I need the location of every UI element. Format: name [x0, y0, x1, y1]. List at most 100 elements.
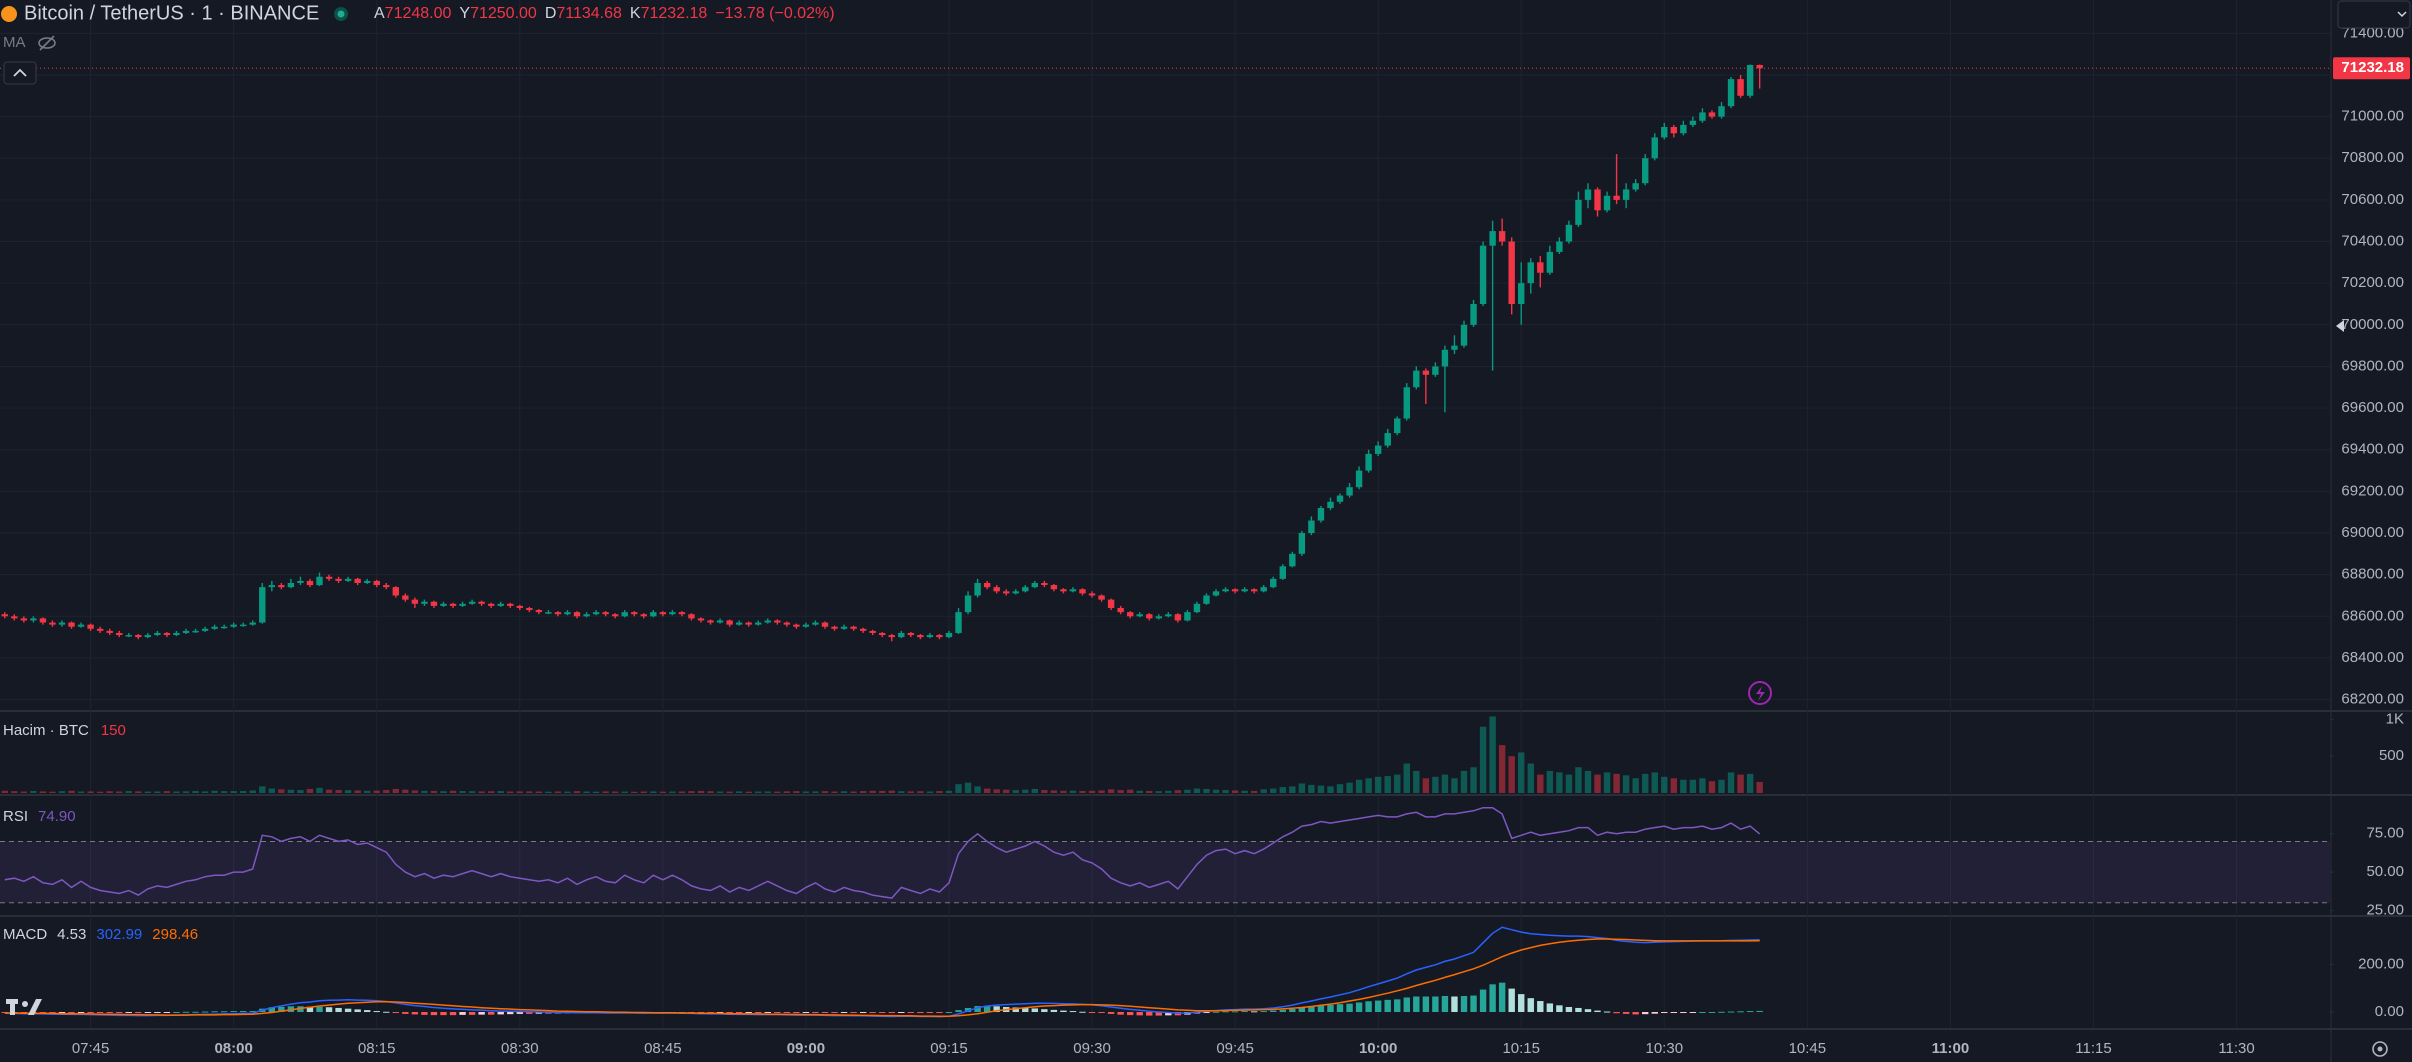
volume-bar	[1670, 778, 1678, 793]
macd-histogram-bar	[363, 1010, 371, 1013]
candle-body	[631, 612, 638, 615]
volume-bar	[602, 791, 609, 793]
macd-histogram-bar	[926, 1012, 934, 1014]
chart-title: Bitcoin / TetherUS · 1 · BINANCE	[24, 2, 319, 24]
histogram-value: 4.53	[57, 926, 86, 943]
macd-histogram-bar	[135, 1012, 142, 1014]
rsi-band	[0, 841, 2330, 903]
macd-histogram-bar	[421, 1012, 428, 1015]
candle-body	[1537, 262, 1544, 273]
macd-histogram-bar	[1575, 1007, 1582, 1013]
volume-bar	[1508, 756, 1515, 793]
candle-body	[1041, 582, 1048, 586]
volume-bar	[659, 791, 667, 793]
candle-body	[1250, 589, 1258, 592]
y-tick-label: 70600.00	[2341, 191, 2404, 208]
candle-body	[602, 612, 609, 615]
volume-bar	[30, 790, 37, 793]
volume-bar	[1432, 776, 1439, 793]
macd-histogram-bar	[1632, 1012, 1639, 1015]
candle-body	[1556, 241, 1563, 252]
volume-bar	[1546, 770, 1554, 793]
hide-icon[interactable]	[38, 35, 56, 51]
macd-histogram-bar	[1642, 1012, 1649, 1015]
alert-icon[interactable]	[1748, 681, 1772, 705]
candle-body	[821, 622, 829, 627]
currency-button[interactable]	[2337, 0, 2411, 29]
candle-body	[306, 580, 314, 586]
macd-histogram-bar	[735, 1012, 743, 1014]
macd-histogram-bar	[468, 1012, 476, 1015]
legend-key: K	[630, 5, 641, 22]
settings-icon[interactable]	[2372, 1041, 2388, 1057]
volume-bar	[554, 791, 562, 793]
macd-histogram-bar	[1622, 1012, 1630, 1014]
candle-body	[154, 632, 161, 636]
candle-body	[1527, 262, 1534, 284]
macd-histogram-bar	[1394, 999, 1401, 1013]
candle-body	[182, 630, 190, 633]
volume-bar	[1680, 779, 1687, 793]
macd-histogram-bar	[993, 1006, 1000, 1013]
y-tick-label: 69800.00	[2341, 357, 2404, 374]
volume-bar	[287, 789, 295, 793]
macd-histogram-bar	[1088, 1012, 1096, 1014]
volume-bar	[1260, 789, 1267, 793]
volume-bar	[1231, 790, 1239, 793]
macd-histogram-bar	[1584, 1009, 1592, 1013]
volume-bar	[545, 791, 552, 793]
candle-body	[1241, 589, 1248, 592]
macd-histogram-bar	[354, 1009, 361, 1013]
macd-histogram-bar	[1270, 1010, 1277, 1013]
x-tick-label: 09:00	[787, 1040, 825, 1057]
macd-histogram-bar	[402, 1012, 409, 1014]
macd-histogram-bar	[1498, 982, 1506, 1013]
candle-body	[831, 626, 838, 629]
axis-marker	[2336, 320, 2344, 332]
dropdown-icon	[2397, 11, 2407, 18]
volume-bar	[745, 791, 752, 793]
macd-histogram-bar	[1165, 1012, 1172, 1016]
candle-body	[1394, 418, 1401, 434]
macd-histogram-bar	[983, 1005, 991, 1013]
volume-bar	[1, 790, 8, 793]
candle-body	[1689, 120, 1697, 125]
candle-body	[459, 603, 466, 606]
volume-bar	[306, 788, 314, 793]
legend-value: 71248.00	[385, 5, 452, 22]
candle-body	[1136, 614, 1143, 617]
volume-bar	[220, 791, 228, 793]
volume-bar	[1003, 789, 1010, 793]
candle-body	[87, 624, 94, 629]
candle-body	[1155, 616, 1163, 619]
candle-body	[1289, 553, 1296, 567]
volume-bar	[49, 791, 56, 793]
candle-body	[211, 626, 218, 629]
chevron-icon	[13, 68, 27, 77]
macd-histogram-bar	[1031, 1008, 1039, 1013]
volume-bar	[640, 791, 647, 793]
x-tick-label: 11:30	[2218, 1040, 2254, 1057]
volume-bar	[240, 790, 247, 793]
candle-body	[659, 612, 667, 615]
macd-histogram-bar	[869, 1012, 876, 1014]
volume-bar	[335, 790, 342, 793]
ohlc-legend: A71248.00 Y71250.00 D71134.68 K71232.18 −13.…	[374, 5, 835, 22]
macd-histogram-bar	[1203, 1012, 1210, 1014]
volume-bar	[1403, 763, 1410, 793]
y-tick-label: 71400.00	[2341, 24, 2404, 41]
volume-bar	[573, 791, 581, 793]
macd-histogram-bar	[526, 1012, 533, 1014]
volume-bar	[1422, 778, 1430, 793]
candle-body	[220, 626, 228, 629]
candle-body	[278, 585, 285, 588]
candle-body	[144, 635, 152, 638]
x-tick-label: 08:15	[358, 1040, 396, 1057]
volume-bar	[497, 791, 504, 793]
collapse-button[interactable]	[3, 61, 37, 85]
volume-bar	[1556, 772, 1563, 793]
macd-histogram-bar	[392, 1012, 400, 1014]
candle-body	[163, 632, 171, 636]
macd-histogram-bar	[1327, 1004, 1334, 1013]
candle-body	[640, 614, 647, 617]
